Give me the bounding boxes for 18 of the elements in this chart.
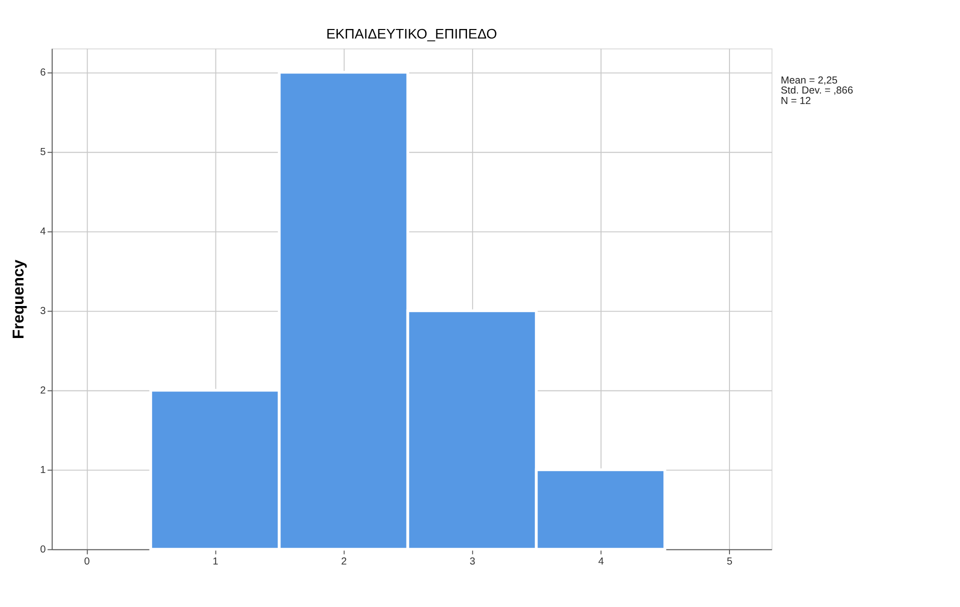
y-tick-label: 1 [40, 464, 46, 476]
text: Mean = 2,25 [780, 76, 838, 87]
chart-title: ΕΚΠΑΙΔΕΥΤΙΚΟ_ΕΠΙΠΕΔΟ [326, 25, 498, 42]
x-tick-label: 0 [84, 556, 90, 568]
text: Std. Dev. = ,866 [780, 86, 854, 97]
y-axis-title: Frequency [10, 259, 28, 339]
x-tick-label: 1 [212, 556, 219, 568]
x-tick-label: 3 [470, 556, 476, 568]
y-tick-label: 6 [40, 67, 46, 78]
x-tick-label: 2 [341, 556, 348, 568]
x-tick-label: 5 [726, 556, 733, 568]
y-tick-label: 2 [40, 385, 46, 396]
x-tick-label: 4 [598, 556, 604, 568]
y-tick-label: 5 [40, 146, 46, 158]
y-tick-label: 3 [40, 306, 46, 317]
text: N = 12 [780, 96, 812, 107]
y-tick-label: 4 [40, 226, 46, 238]
y-tick-label: 0 [40, 544, 46, 556]
